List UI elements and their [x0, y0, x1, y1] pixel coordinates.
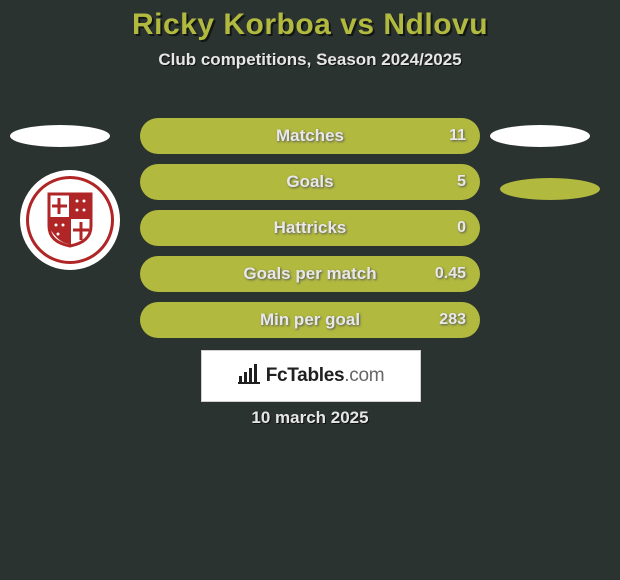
stat-row: Goals 5 — [140, 164, 480, 200]
page-subtitle: Club competitions, Season 2024/2025 — [0, 50, 620, 70]
source-suffix: .com — [344, 365, 384, 386]
stat-row: Matches 11 — [140, 118, 480, 154]
stat-value: 0.45 — [435, 256, 466, 292]
stat-label: Goals per match — [140, 256, 480, 292]
crest-shield-icon — [47, 192, 93, 248]
source-name: FcTables — [266, 365, 345, 386]
stat-label: Min per goal — [140, 302, 480, 338]
player-right-marker-1 — [490, 125, 590, 147]
source-badge-link[interactable]: FcTables.com — [201, 350, 421, 402]
stat-row: Hattricks 0 — [140, 210, 480, 246]
date-label: 10 march 2025 — [0, 408, 620, 428]
stats-column: Matches 11 Goals 5 Hattricks 0 Goals per… — [140, 118, 480, 348]
stat-value: 5 — [457, 164, 466, 200]
stat-value: 283 — [439, 302, 466, 338]
stat-row: Goals per match 0.45 — [140, 256, 480, 292]
stat-label: Matches — [140, 118, 480, 154]
player-right-marker-2 — [500, 178, 600, 200]
stat-value: 0 — [457, 210, 466, 246]
page-title: Ricky Korboa vs Ndlovu — [0, 0, 620, 42]
stat-label: Hattricks — [140, 210, 480, 246]
player-left-marker — [10, 125, 110, 147]
stat-label: Goals — [140, 164, 480, 200]
bar-chart-icon — [238, 364, 260, 389]
comparison-infographic: Ricky Korboa vs Ndlovu Club competitions… — [0, 0, 620, 580]
source-badge-text: FcTables.com — [266, 365, 385, 387]
stat-value: 11 — [449, 118, 466, 154]
club-crest — [20, 170, 120, 270]
stat-row: Min per goal 283 — [140, 302, 480, 338]
